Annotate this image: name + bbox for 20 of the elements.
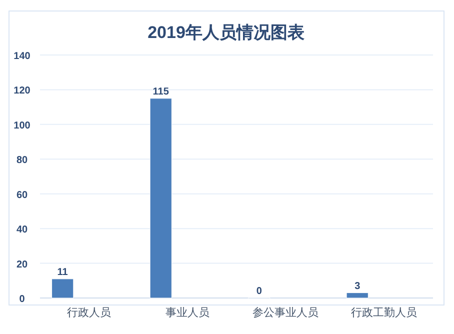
y-tick-label: 60 <box>16 190 28 201</box>
y-tick-label: 100 <box>14 120 31 132</box>
y-tick-label: 0 <box>19 294 26 305</box>
y-tick-label: 140 <box>14 51 31 62</box>
y-tick-label: 120 <box>14 86 31 97</box>
data-label: 0 <box>256 286 262 297</box>
chart-title: 2019年人员情况图表 <box>148 23 306 42</box>
y-tick-label: 40 <box>16 224 28 236</box>
bar <box>150 98 172 298</box>
data-label: 11 <box>57 266 68 278</box>
x-tick-label: 参公事业人员 <box>252 306 319 319</box>
data-label: 115 <box>152 86 170 98</box>
x-tick-label: 行政人员 <box>67 307 112 319</box>
y-tick-label: 80 <box>16 155 28 166</box>
bar <box>346 292 368 298</box>
y-tick-label: 20 <box>16 259 28 270</box>
bar <box>52 278 74 298</box>
data-label: 3 <box>354 280 361 292</box>
x-tick-label: 行政工勤人员 <box>350 306 417 319</box>
x-tick-label: 事业人员 <box>165 306 210 319</box>
